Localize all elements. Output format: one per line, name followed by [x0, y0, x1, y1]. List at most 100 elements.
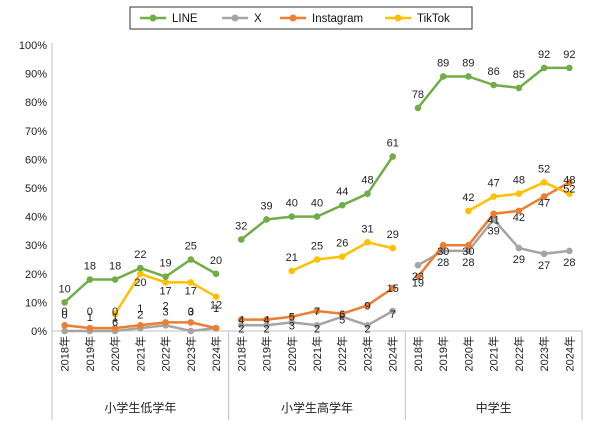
- data-label-instagram: 3: [188, 306, 194, 318]
- data-label-x: 27: [538, 260, 550, 272]
- data-label-x: 28: [563, 257, 575, 269]
- data-point-tiktok: [162, 279, 169, 286]
- data-label-line: 44: [336, 186, 348, 198]
- data-point-instagram: [263, 316, 270, 323]
- x-tick-label: 2021年: [310, 336, 324, 371]
- data-label-instagram: 6: [339, 309, 345, 321]
- data-point-x: [414, 261, 422, 269]
- x-tick-label: 2022年: [159, 336, 173, 371]
- data-point-instagram: [414, 273, 422, 280]
- y-tick-label: 10%: [25, 297, 47, 309]
- data-point-line: [515, 84, 523, 92]
- group-label: 中学生: [476, 400, 512, 415]
- data-label-line: 25: [185, 241, 197, 253]
- data-point-tiktok: [313, 256, 321, 263]
- data-label-line: 19: [159, 258, 171, 270]
- data-point-instagram: [61, 321, 68, 329]
- data-point-tiktok: [338, 253, 346, 260]
- data-label-line: 85: [513, 69, 525, 81]
- x-tick-label: 2021年: [487, 336, 501, 371]
- data-label-tiktok: 48: [563, 175, 575, 187]
- data-point-instagram: [364, 301, 371, 309]
- x-tick-label: 2021年: [133, 336, 147, 371]
- x-tick-label: 2020年: [285, 336, 299, 371]
- data-label-instagram: 3: [163, 306, 169, 318]
- data-label-instagram: 1: [87, 312, 93, 324]
- data-point-line: [338, 201, 346, 209]
- data-label-tiktok: 48: [513, 175, 525, 187]
- data-point-line: [465, 73, 472, 80]
- data-point-x: [515, 244, 523, 252]
- data-point-x: [263, 321, 270, 329]
- data-label-instagram: 30: [462, 246, 474, 258]
- data-point-line: [86, 276, 94, 283]
- data-label-instagram: 41: [488, 215, 500, 227]
- legend-marker-tiktok: [394, 14, 402, 22]
- data-point-instagram: [540, 193, 548, 200]
- data-label-line: 18: [84, 261, 96, 273]
- data-label-tiktok: 6: [112, 317, 118, 329]
- data-point-instagram: [288, 313, 296, 321]
- data-point-line: [263, 216, 270, 223]
- data-label-x: 2: [163, 300, 169, 312]
- data-label-line: 78: [412, 89, 424, 101]
- data-point-line: [288, 213, 296, 220]
- y-tick-label: 100%: [19, 40, 47, 52]
- data-label-instagram: 52: [563, 183, 575, 195]
- x-tick-label: 2020年: [108, 336, 122, 371]
- data-label-tiktok: 12: [210, 300, 222, 312]
- data-point-instagram: [187, 319, 195, 326]
- x-tick-label: 2019年: [260, 336, 274, 371]
- x-tick-label: 2022年: [512, 336, 526, 371]
- data-point-line: [187, 256, 195, 263]
- data-label-x: 39: [488, 225, 500, 237]
- data-point-tiktok: [187, 279, 195, 286]
- data-label-instagram: 2: [137, 309, 143, 321]
- x-tick-label: 2024年: [209, 336, 223, 371]
- data-label-instagram: 30: [437, 246, 449, 258]
- data-point-x: [566, 247, 573, 255]
- data-label-x: 28: [437, 257, 449, 269]
- data-label-instagram: 9: [364, 300, 370, 312]
- data-label-x: 3: [289, 320, 295, 332]
- x-tick-label: 2024年: [386, 336, 400, 371]
- x-tick-label: 2022年: [335, 336, 349, 371]
- data-label-line: 22: [134, 249, 146, 261]
- data-label-tiktok: 17: [185, 285, 197, 297]
- data-label-instagram: 15: [387, 283, 399, 295]
- y-tick-label: 40%: [25, 212, 47, 224]
- data-point-line: [162, 273, 169, 280]
- data-point-line: [313, 213, 321, 220]
- data-point-line: [364, 190, 371, 198]
- legend-marker-x: [231, 14, 239, 22]
- data-point-x: [237, 321, 245, 329]
- data-point-instagram: [465, 241, 472, 249]
- data-label-line: 18: [109, 261, 121, 273]
- data-point-x: [187, 327, 195, 335]
- data-point-tiktok: [540, 178, 548, 186]
- data-point-tiktok: [566, 190, 573, 198]
- data-point-x: [540, 250, 548, 258]
- data-label-tiktok: 52: [538, 163, 550, 175]
- data-point-x: [364, 321, 371, 329]
- data-label-instagram: 47: [538, 198, 550, 210]
- data-point-x: [465, 247, 472, 255]
- data-point-line: [566, 64, 573, 72]
- data-point-tiktok: [111, 310, 119, 318]
- data-point-line: [540, 64, 548, 72]
- data-label-x: 2: [314, 323, 320, 335]
- data-point-instagram: [237, 316, 245, 323]
- data-point-line: [212, 270, 220, 278]
- data-point-line: [137, 264, 144, 272]
- x-tick-label: 2018年: [58, 336, 72, 371]
- data-point-x: [389, 307, 397, 315]
- data-label-x: 28: [462, 257, 474, 269]
- group-label: 小学生高学年: [281, 400, 353, 415]
- data-label-x: 0: [62, 306, 68, 318]
- data-label-instagram: 4: [263, 315, 269, 327]
- data-point-tiktok: [465, 207, 472, 215]
- data-point-instagram: [111, 324, 119, 332]
- data-point-instagram: [439, 241, 447, 249]
